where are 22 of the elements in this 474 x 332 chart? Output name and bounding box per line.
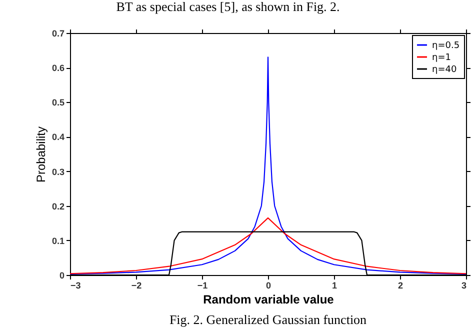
x-tick-label: 2 xyxy=(398,280,404,290)
legend-label: η=1 xyxy=(432,53,451,63)
caption: Fig. 2. Generalized Gaussian function xyxy=(169,312,368,327)
y-tick-label: 0.1 xyxy=(52,236,64,246)
x-axis-title: Random variable value xyxy=(203,292,334,306)
legend-label: η=0.5 xyxy=(432,41,460,51)
y-tick-label: 0.5 xyxy=(52,98,64,108)
y-tick-label: 0 xyxy=(59,270,64,280)
x-tick-label: −1 xyxy=(197,280,208,290)
x-tick-label: 3 xyxy=(461,280,466,290)
y-tick-label: 0.3 xyxy=(52,166,64,177)
text: BT as special cases [5], as shown in Fig. 2. xyxy=(116,0,340,14)
legend-label: η=40 xyxy=(432,65,457,75)
y-tick-label: 0.7 xyxy=(52,28,64,38)
x-tick-label: −3 xyxy=(70,280,81,290)
x-tick-label: 1 xyxy=(332,280,338,290)
x-tick-label: −2 xyxy=(131,280,142,290)
y-tick-label: 0.6 xyxy=(52,63,64,74)
y-tick-label: 0.2 xyxy=(52,201,64,212)
x-tick-label: 0 xyxy=(266,280,272,290)
y-tick-label: 0.4 xyxy=(52,132,64,142)
y-axis-title: Probability xyxy=(34,126,48,183)
